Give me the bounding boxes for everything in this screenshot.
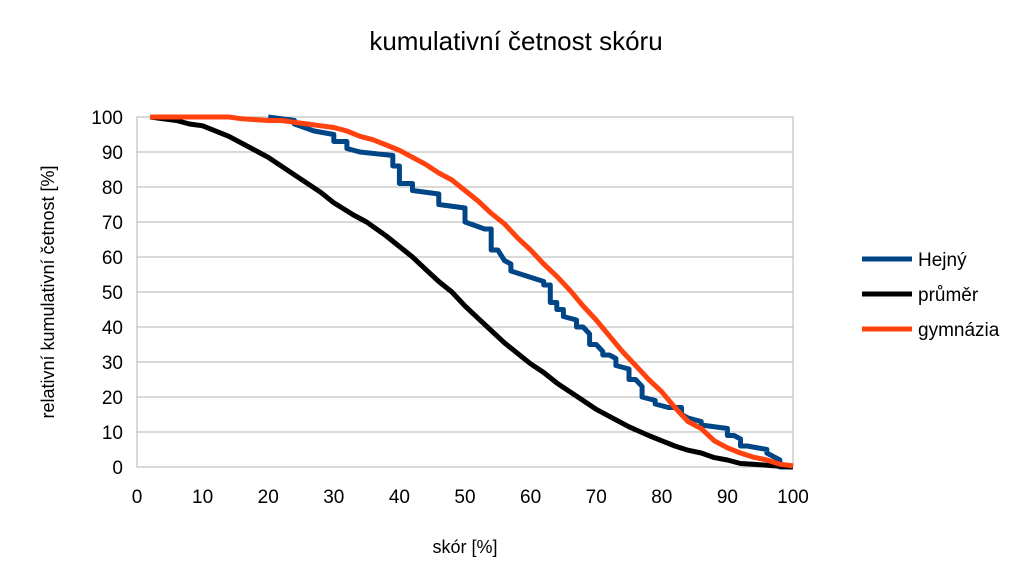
plot-area — [136, 116, 794, 468]
y-tick-label: 50 — [102, 283, 123, 304]
x-tick-label: 80 — [651, 487, 672, 508]
legend-label: průměr — [918, 285, 979, 306]
x-tick-label: 10 — [192, 487, 213, 508]
y-tick-label: 10 — [102, 423, 123, 444]
x-tick-label: 60 — [520, 487, 541, 508]
legend-label: Hejný — [918, 250, 967, 271]
x-tick-label: 70 — [586, 487, 607, 508]
x-tick-label: 90 — [717, 487, 738, 508]
x-axis-label: skór [%] — [432, 537, 497, 557]
y-tick-label: 70 — [102, 213, 123, 234]
y-axis-label: relativní kumulativní četnost [%] — [38, 165, 58, 418]
y-tick-label: 90 — [102, 143, 123, 164]
y-tick-label: 0 — [112, 458, 123, 479]
x-tick-label: 50 — [454, 487, 475, 508]
chart-title: kumulativní četnost skóru — [369, 26, 662, 56]
y-tick-label: 20 — [102, 388, 123, 409]
y-tick-label: 60 — [102, 248, 123, 269]
x-tick-label: 100 — [777, 487, 809, 508]
series-line-2 — [150, 114, 794, 469]
y-tick-label: 100 — [91, 108, 123, 129]
series-line-0 — [267, 114, 793, 470]
x-tick-label: 0 — [132, 487, 143, 508]
y-tick-label: 80 — [102, 178, 123, 199]
x-tick-label: 30 — [323, 487, 344, 508]
x-tick-labels: 0 10 20 30 40 50 60 70 80 90 100 — [132, 487, 809, 508]
series-line-1 — [149, 114, 794, 470]
legend-label: gymnázia — [918, 320, 1000, 341]
y-tick-labels: 0 10 20 30 40 50 60 70 80 90 100 — [91, 108, 123, 479]
legend: Hejný průměr gymnázia — [862, 250, 1000, 341]
series-lines — [149, 114, 794, 470]
x-tick-label: 20 — [258, 487, 279, 508]
x-tick-label: 40 — [389, 487, 410, 508]
y-tick-label: 40 — [102, 318, 123, 339]
y-tick-label: 30 — [102, 353, 123, 374]
grid-lines — [137, 116, 793, 468]
